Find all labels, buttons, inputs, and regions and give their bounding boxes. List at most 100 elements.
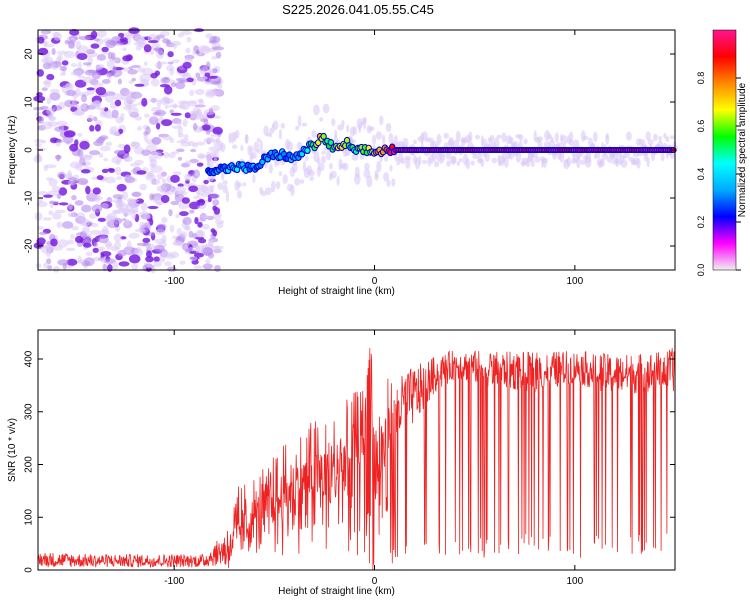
noise-speckle <box>75 88 81 97</box>
ridge-halo <box>244 134 249 145</box>
noise-speckle <box>168 152 176 159</box>
ridge-halo <box>299 179 305 185</box>
noise-speckle <box>123 98 129 106</box>
ridge-halo <box>418 155 422 166</box>
noise-speckle <box>204 72 211 77</box>
noise-speckle <box>149 159 158 167</box>
noise-speckle <box>120 96 127 101</box>
noise-speckle <box>177 120 182 127</box>
noise-speckle <box>56 221 63 229</box>
noise-speckle <box>206 75 218 79</box>
noise-speckle <box>91 71 101 80</box>
noise-speckle <box>51 185 61 192</box>
noise-speckle <box>156 122 161 130</box>
noise-speckle <box>96 175 104 181</box>
noise-speckle <box>134 83 145 87</box>
noise-speckle <box>113 233 122 243</box>
noise-speckle <box>172 43 177 50</box>
noise-speckle <box>212 245 221 254</box>
noise-speckle <box>145 126 151 135</box>
ridge-halo <box>448 136 454 147</box>
snr-y-tick-label: 0 <box>24 567 35 573</box>
spectrogram-y-tick-label: 20 <box>24 48 35 60</box>
spectrogram-x-axis-label: Height of straight line (km) <box>278 286 395 297</box>
ridge-halo <box>443 132 450 139</box>
noise-speckle <box>111 199 123 203</box>
ridge-halo <box>413 139 417 145</box>
noise-speckle <box>197 205 206 210</box>
noise-speckle <box>48 116 57 121</box>
noise-speckle <box>164 261 172 267</box>
ridge-halo <box>321 155 327 164</box>
noise-speckle <box>156 173 164 180</box>
snr-x-tick-label: 100 <box>566 576 583 587</box>
noise-speckle <box>79 140 90 150</box>
colorbar-label: Normalized spectral amplitude <box>737 82 748 217</box>
noise-speckle <box>194 217 199 225</box>
ridge-halo <box>652 133 658 142</box>
noise-speckle <box>185 248 191 253</box>
noise-speckle <box>186 36 192 43</box>
noise-speckle <box>74 79 87 88</box>
noise-speckle <box>189 209 195 214</box>
noise-speckle <box>180 231 187 238</box>
ridge-halo <box>225 190 230 203</box>
ridge-halo <box>242 182 247 187</box>
ridge-halo <box>455 130 461 143</box>
noise-speckle <box>139 221 147 228</box>
noise-speckle <box>155 34 165 39</box>
ridge-halo <box>295 125 300 131</box>
noise-speckle <box>212 205 217 211</box>
ridge-halo <box>566 156 571 167</box>
noise-speckle <box>207 252 215 259</box>
noise-speckle <box>43 56 54 64</box>
noise-speckle <box>48 200 60 205</box>
ridge-halo <box>600 158 605 167</box>
snr-x-tick-label: 0 <box>372 576 378 587</box>
noise-speckle <box>43 194 53 198</box>
noise-speckle <box>74 235 84 244</box>
noise-speckle <box>33 107 45 111</box>
ridge-core <box>299 151 305 157</box>
noise-speckle <box>94 124 101 132</box>
noise-speckle <box>40 245 52 249</box>
noise-speckle <box>203 119 209 126</box>
noise-speckle <box>80 169 91 174</box>
ridge-core <box>316 140 321 146</box>
ridge-halo <box>569 139 574 147</box>
noise-speckle <box>122 55 132 62</box>
ridge-halo <box>291 163 298 173</box>
ridge-core <box>344 138 350 143</box>
ridge-halo <box>569 131 574 142</box>
noise-speckle <box>168 209 173 217</box>
ridge-halo <box>346 124 350 133</box>
ridge-halo <box>375 131 382 140</box>
noise-speckle <box>75 40 82 50</box>
noise-speckle <box>85 251 93 256</box>
noise-speckle <box>89 150 100 156</box>
noise-speckle <box>78 35 91 41</box>
noise-speckle <box>177 100 190 105</box>
ridge-halo <box>543 141 551 148</box>
noise-speckle <box>77 148 84 158</box>
noise-speckle <box>67 213 75 218</box>
ridge-halo <box>383 172 390 182</box>
noise-speckle <box>69 143 79 152</box>
noise-speckle <box>90 43 100 49</box>
noise-speckle <box>179 211 189 217</box>
noise-speckle <box>168 104 179 108</box>
ridge-halo <box>232 144 238 149</box>
noise-speckle <box>195 72 201 79</box>
noise-speckle <box>177 33 184 38</box>
noise-speckle <box>70 233 75 240</box>
noise-speckle <box>212 126 223 135</box>
noise-speckle <box>79 104 86 110</box>
noise-speckle <box>210 80 222 85</box>
noise-speckle <box>161 234 167 243</box>
noise-speckle <box>209 186 215 193</box>
noise-speckle <box>110 130 120 136</box>
noise-speckle <box>104 176 116 184</box>
noise-speckle <box>137 125 142 131</box>
noise-speckle <box>92 247 99 253</box>
ridge-halo <box>272 120 279 131</box>
